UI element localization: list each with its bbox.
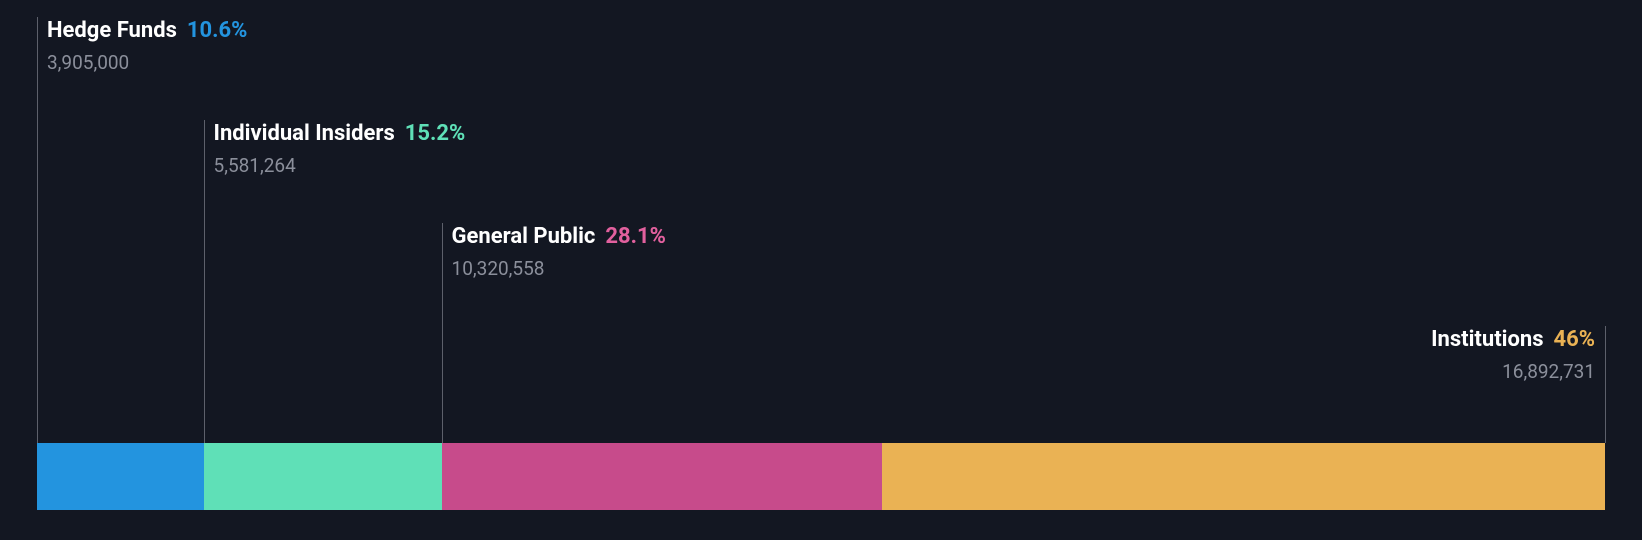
stacked-bar xyxy=(37,443,1605,510)
category-name: Individual Insiders xyxy=(214,121,395,146)
leader-line-institutions xyxy=(1605,326,1606,443)
category-value: 5,581,264 xyxy=(214,153,466,179)
bar-segment-individual-insiders[interactable] xyxy=(204,443,442,510)
category-name: Institutions xyxy=(1431,327,1543,352)
label-individual-insiders: Individual Insiders 15.2% 5,581,264 xyxy=(214,119,466,178)
category-percent: 15.2% xyxy=(405,121,466,146)
category-percent: 28.1% xyxy=(605,224,666,249)
label-hedge-funds: Hedge Funds 10.6% 3,905,000 xyxy=(47,16,247,75)
category-value: 3,905,000 xyxy=(47,50,247,76)
label-general-public: General Public 28.1% 10,320,558 xyxy=(452,222,666,281)
category-value: 10,320,558 xyxy=(452,256,666,282)
leader-line-general-public xyxy=(442,223,443,443)
category-percent: 10.6% xyxy=(187,18,248,43)
bar-segment-general-public[interactable] xyxy=(442,443,882,510)
category-percent: 46% xyxy=(1553,327,1595,352)
leader-line-individual-insiders xyxy=(204,120,205,443)
label-institutions: Institutions 46% 16,892,731 xyxy=(1431,325,1595,384)
leader-line-hedge-funds xyxy=(37,17,38,443)
bar-segment-institutions[interactable] xyxy=(882,443,1605,510)
category-name: Hedge Funds xyxy=(47,18,177,43)
category-name: General Public xyxy=(452,224,596,249)
bar-segment-hedge-funds[interactable] xyxy=(37,443,204,510)
category-value: 16,892,731 xyxy=(1431,359,1595,385)
ownership-breakdown-chart: Hedge Funds 10.6% 3,905,000 Individual I… xyxy=(0,0,1642,540)
